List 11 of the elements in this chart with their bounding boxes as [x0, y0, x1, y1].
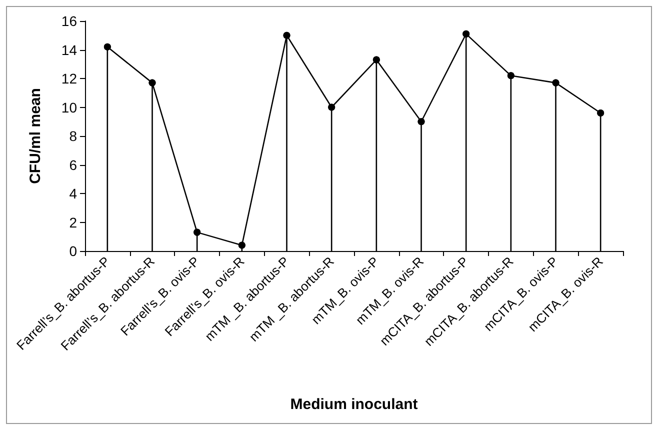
y-tick-label: 8: [69, 128, 78, 144]
y-axis-title: CFU/ml mean: [27, 88, 44, 184]
y-tick-label: 6: [69, 156, 78, 173]
y-tick-label: 14: [61, 42, 78, 58]
y-tick-label: 10: [61, 99, 78, 116]
y-tick-label: 2: [69, 214, 78, 230]
y-tick-label: 4: [69, 186, 78, 202]
x-axis-title: Medium inoculant: [290, 396, 418, 413]
y-tick-label: 12: [61, 70, 78, 86]
y-tick-label: 16: [61, 13, 78, 29]
y-tick-label: 0: [69, 243, 78, 259]
